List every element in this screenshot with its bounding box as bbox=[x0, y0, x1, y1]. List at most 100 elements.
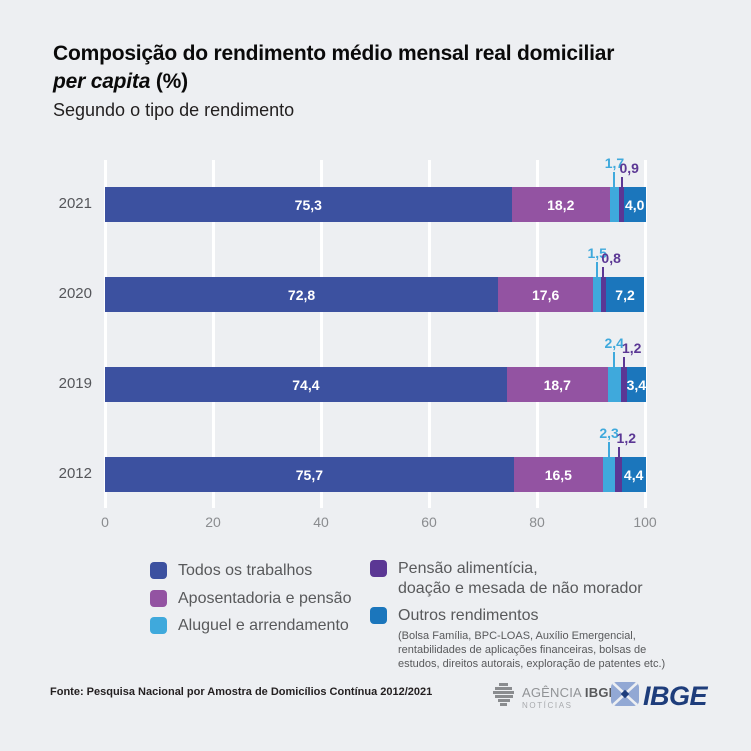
legend-label-wrap: Aposentadoria e pensão bbox=[178, 589, 351, 609]
bar-row-2021: 75,3 18,2 1,7 0,9 4,0 bbox=[105, 155, 646, 222]
bar-row-2020: 72,8 17,6 1,5 0,8 7,2 bbox=[105, 245, 645, 312]
bar-segment: 75,3 bbox=[105, 187, 512, 222]
legend-label: Outros rendimentos bbox=[398, 607, 539, 625]
legend-swatch bbox=[370, 607, 387, 625]
callout-line bbox=[608, 442, 611, 457]
agencia-ibge-logo-text: AGÊNCIA IBGE NOTÍCIAS bbox=[522, 686, 618, 710]
ibge-logo-icon bbox=[611, 681, 639, 712]
callout-line bbox=[613, 172, 616, 187]
bar-row-2012: 75,7 16,5 2,3 1,2 4,4 bbox=[105, 425, 646, 492]
legend-item: Aposentadoria e pensão bbox=[150, 589, 351, 609]
legend-swatch bbox=[150, 562, 167, 579]
x-axis-tick-label: 100 bbox=[633, 514, 657, 530]
bar-segment: 4,4 bbox=[621, 457, 646, 492]
bar-value-label: 16,5 bbox=[544, 466, 572, 483]
bar-value-label: 74,4 bbox=[292, 376, 320, 393]
source-note: Fonte: Pesquisa Nacional por Amostra de … bbox=[50, 686, 433, 698]
callout-value-label: 0,9 bbox=[619, 160, 639, 176]
legend-label: Todos os trabalhos bbox=[178, 562, 313, 579]
y-axis-year-label: 2020 bbox=[58, 285, 92, 302]
callout-line bbox=[620, 177, 623, 187]
legend-label: Aposentadoria e pensão bbox=[178, 589, 352, 607]
bar-segment: 4,0 bbox=[623, 187, 646, 222]
y-axis-year-label: 2019 bbox=[58, 375, 92, 392]
bar-segment: 75,7 bbox=[105, 457, 514, 492]
bar-segment: 16,5 bbox=[513, 457, 603, 492]
legend-label-wrap: Outros rendimentos (Bolsa Família, BPC-LO… bbox=[398, 606, 672, 671]
agencia-word: AGÊNCIA bbox=[522, 684, 582, 700]
chart-subtitle: Segundo o tipo de rendimento bbox=[53, 100, 295, 121]
legend-note: (Bolsa Família, BPC-LOAS, Auxílio Emerge… bbox=[398, 629, 666, 670]
bar-segment: 3,4 bbox=[626, 367, 647, 402]
x-axis-tick-label: 20 bbox=[205, 514, 221, 530]
ibge-logo-text: IBGE bbox=[643, 681, 708, 711]
bar-value-label: 17,6 bbox=[532, 286, 560, 303]
agencia-ibge-map-icon bbox=[492, 682, 516, 713]
callout-value-label: 1,2 bbox=[616, 430, 636, 446]
gridline bbox=[211, 160, 215, 508]
gridline bbox=[103, 160, 107, 508]
legend-swatch bbox=[150, 617, 167, 635]
legend-column2: Pensão alimentícia, doação e mesada de n… bbox=[370, 559, 672, 679]
callout-value-label: 2,4 bbox=[604, 335, 624, 351]
legend-swatch bbox=[150, 589, 167, 607]
legend-label-wrap: Pensão alimentícia, doação e mesada de n… bbox=[398, 559, 643, 598]
x-axis-tick-label: 0 bbox=[101, 514, 109, 530]
bar-row-2019: 74,4 18,7 2,4 1,2 3,4 bbox=[105, 335, 647, 402]
chart-title-line1: Composição do rendimento médio mensal re… bbox=[53, 42, 615, 65]
bar-value-label: 4,4 bbox=[623, 466, 644, 483]
bar-segment bbox=[620, 367, 628, 402]
chart-header: Composição do rendimento médio mensal re… bbox=[53, 40, 713, 121]
callout-value-label: 1,2 bbox=[621, 340, 642, 356]
bar-segment: 72,8 bbox=[105, 277, 499, 312]
legend-item: Outros rendimentos (Bolsa Família, BPC-LO… bbox=[370, 606, 672, 671]
legend-label-wrap: Todos os trabalhos bbox=[178, 561, 312, 581]
bar-value-label: 75,7 bbox=[295, 466, 323, 483]
bar-segment: 18,2 bbox=[511, 187, 610, 222]
agencia-noticias-word: NOTÍCIAS bbox=[522, 700, 573, 710]
agencia-ibge-noticias-logo: AGÊNCIA IBGE NOTÍCIAS bbox=[492, 682, 618, 713]
legend-label-wrap: Aluguel e arrendamento bbox=[178, 616, 349, 636]
bar-value-label: 4,0 bbox=[625, 196, 645, 213]
legend-swatch bbox=[370, 560, 387, 577]
callout-line bbox=[613, 352, 616, 367]
bar-segment: 7,2 bbox=[605, 277, 645, 312]
bar-segment bbox=[607, 367, 621, 402]
legend-label: Aluguel e arrendamento bbox=[178, 617, 349, 635]
bar-segment bbox=[619, 187, 624, 222]
callout-value-label: 1,5 bbox=[587, 245, 607, 261]
x-axis-tick-label: 80 bbox=[529, 514, 545, 530]
bar-segment bbox=[601, 277, 606, 312]
chart-title-per-capita: per capita bbox=[53, 69, 151, 93]
x-axis-tick-label: 60 bbox=[421, 514, 437, 530]
legend-item: Aluguel e arrendamento bbox=[150, 616, 351, 636]
chart-title: Composição do rendimento médio mensal re… bbox=[53, 40, 713, 95]
ibge-logo: IBGE bbox=[611, 681, 708, 712]
bar-value-label: 18,2 bbox=[547, 196, 575, 213]
gridline bbox=[319, 160, 323, 508]
callout-line bbox=[617, 447, 620, 457]
plot-area: 0 20 40 60 80 100 75,3 18,2 1,7 0,9 4,0 72,8 17,6 1,5… bbox=[101, 155, 657, 530]
callout-value-label: 2,3 bbox=[599, 425, 619, 441]
bar-value-label: 72,8 bbox=[287, 286, 316, 303]
bar-segment: 17,6 bbox=[498, 277, 594, 312]
bar-value-label: 75,3 bbox=[294, 196, 322, 213]
chart-title-percent-suffix: (%) bbox=[150, 69, 188, 93]
legend-label: Pensão alimentícia, doação e mesada de n… bbox=[398, 560, 643, 597]
bar-value-label: 18,7 bbox=[543, 376, 571, 393]
bar-segment bbox=[602, 457, 616, 492]
agencia-ibge-logo-line1: AGÊNCIA IBGE bbox=[522, 686, 618, 699]
callout-value-label: 0,8 bbox=[601, 250, 621, 266]
bar-value-label: 3,4 bbox=[626, 376, 647, 393]
legend-item: Pensão alimentícia, doação e mesada de n… bbox=[370, 559, 672, 598]
y-axis-year-label: 2012 bbox=[58, 465, 92, 482]
bar-segment: 18,7 bbox=[506, 367, 608, 402]
agencia-ibge-word: IBGE bbox=[584, 684, 618, 700]
bar-value-label: 7,2 bbox=[615, 286, 635, 303]
legend-item: Todos os trabalhos bbox=[150, 561, 351, 581]
y-axis-year-label: 2021 bbox=[58, 195, 92, 212]
chart-area: 0 20 40 60 80 100 75,3 18,2 1,7 0,9 4,0 72,8 17,6 1,5… bbox=[0, 155, 751, 560]
callout-line bbox=[622, 357, 625, 367]
callout-line bbox=[602, 267, 605, 277]
